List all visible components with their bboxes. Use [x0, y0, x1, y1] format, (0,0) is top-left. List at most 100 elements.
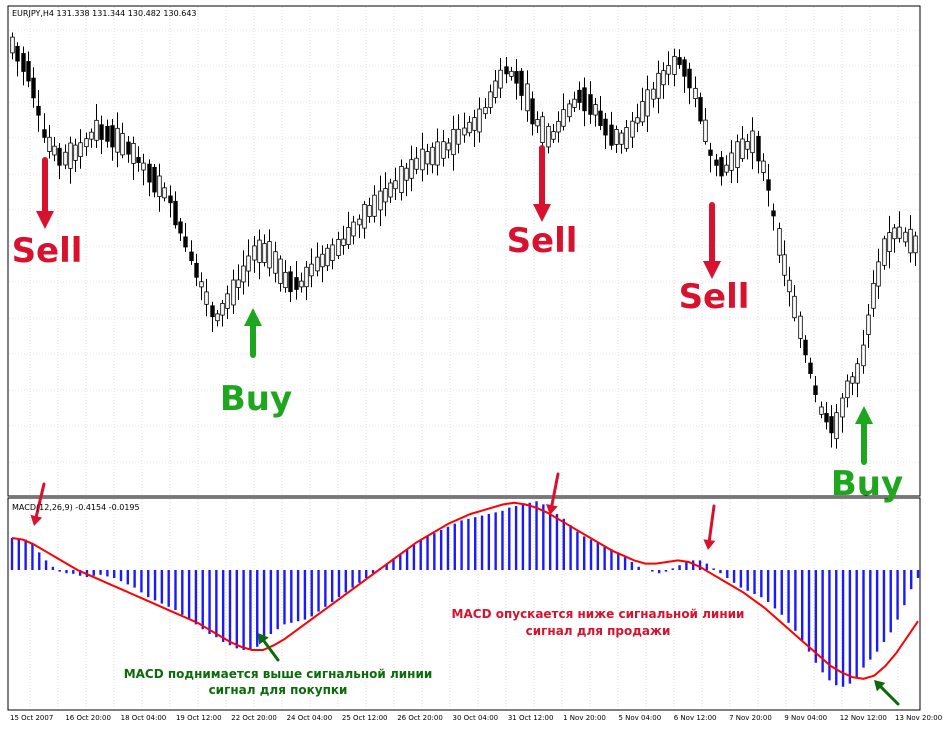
- buy-label-1: Buy: [220, 379, 292, 419]
- candle-body: [582, 87, 587, 112]
- candle-body: [147, 163, 152, 183]
- sell-note-line1: MACD опускается ниже сигнальной линии: [452, 607, 745, 621]
- candle-body: [63, 151, 68, 166]
- candle-body: [152, 166, 157, 193]
- candle-body: [435, 141, 440, 166]
- candle-body: [309, 263, 314, 277]
- candle-body: [430, 146, 435, 166]
- sell-arrow-2-head: [533, 204, 551, 222]
- candle-body: [393, 180, 398, 190]
- x-tick-label: 31 Oct 12:00: [508, 714, 554, 722]
- candle-body: [168, 195, 173, 204]
- candle-body: [493, 80, 498, 98]
- macd-sell-arrow-1-shaft: [34, 482, 46, 518]
- candle-body: [729, 152, 734, 171]
- x-tick-label: 12 Nov 12:00: [840, 714, 887, 722]
- candle-body: [719, 157, 724, 177]
- x-tick-label: 9 Nov 04:00: [784, 714, 827, 722]
- candle-body: [115, 127, 120, 153]
- candle-body: [414, 157, 419, 170]
- candle-body: [15, 45, 20, 62]
- x-tick-label: 1 Nov 20:00: [563, 714, 606, 722]
- candle-body: [708, 149, 713, 156]
- candle-body: [840, 397, 845, 418]
- candle-body: [31, 77, 36, 99]
- candle-body: [330, 244, 335, 261]
- candle-body: [341, 238, 346, 246]
- candle-body: [278, 258, 283, 284]
- x-tick-label: 22 Oct 20:00: [231, 714, 277, 722]
- macd-histogram: [10, 501, 920, 687]
- x-tick-label: 7 Nov 20:00: [729, 714, 772, 722]
- candle-body: [299, 280, 304, 288]
- candle-body: [593, 104, 598, 116]
- candle-body: [472, 117, 477, 131]
- candle-body: [425, 151, 430, 165]
- candle-body: [666, 65, 671, 75]
- candle-body: [315, 256, 320, 272]
- candle-body: [68, 142, 73, 169]
- candle-body: [535, 119, 540, 127]
- candle-body: [10, 36, 15, 54]
- candle-body: [677, 57, 682, 65]
- candle-body: [588, 94, 593, 115]
- candle-body: [603, 118, 608, 136]
- x-tick-label: 26 Oct 20:00: [397, 714, 443, 722]
- candle-body: [283, 271, 288, 289]
- candle-body: [126, 141, 131, 155]
- candle-body: [404, 167, 409, 181]
- candle-body: [351, 221, 356, 237]
- candle-body: [761, 160, 766, 173]
- price-header: EURJPY,H4 131.338 131.344 130.482 130.64…: [12, 9, 197, 18]
- candle-body: [231, 279, 236, 306]
- candle-body: [609, 124, 614, 146]
- macd-sell-arrow-1-head: [30, 514, 43, 526]
- candle-body: [367, 205, 372, 217]
- candle-body: [409, 159, 414, 179]
- candle-body: [73, 144, 78, 161]
- x-tick-label: 24 Oct 04:00: [287, 714, 333, 722]
- x-tick-label: 16 Oct 20:00: [65, 714, 111, 722]
- candle-body: [672, 56, 677, 75]
- candle-body: [288, 271, 293, 293]
- candle-body: [84, 138, 89, 148]
- x-tick-label: 13 Nov 20:00: [895, 714, 942, 722]
- buy-arrow-2-head: [855, 406, 873, 424]
- candle-body: [21, 53, 26, 72]
- candle-body: [546, 125, 551, 148]
- candle-body: [346, 227, 351, 245]
- candle-body: [89, 131, 94, 140]
- candle-body: [320, 253, 325, 268]
- macd-sell-arrow-3-shaft: [707, 504, 716, 542]
- sell-label-2: Sell: [507, 221, 578, 261]
- candle-body: [824, 412, 829, 423]
- candle-body: [850, 376, 855, 384]
- candle-body: [703, 119, 708, 142]
- candle-body: [504, 66, 509, 75]
- candle-body: [52, 145, 57, 156]
- buy-label-2: Buy: [831, 464, 903, 504]
- candle-body: [714, 159, 719, 166]
- candle-body: [241, 265, 246, 283]
- buy-arrow-1-head: [244, 308, 262, 326]
- candle-body: [871, 282, 876, 309]
- candle-body: [215, 313, 220, 322]
- macd-sell-arrow-2-head: [546, 504, 558, 515]
- candle-body: [782, 254, 787, 276]
- candle-body: [614, 129, 619, 145]
- macd-buy-arrow-1-shaft: [262, 639, 280, 662]
- candle-body: [498, 69, 503, 89]
- candle-body: [530, 98, 535, 125]
- macd-buy-arrow-1-head: [258, 633, 269, 645]
- candle-body: [656, 72, 661, 99]
- signal-labels: Sell Buy Sell Sell Buy: [12, 221, 904, 504]
- candle-body: [887, 232, 892, 252]
- candle-body: [189, 251, 194, 262]
- candle-body: [756, 135, 761, 162]
- candle-body: [556, 120, 561, 133]
- macd-buy-arrow-2-shaft: [879, 685, 900, 706]
- candle-body: [477, 108, 482, 133]
- candle-body: [819, 406, 824, 415]
